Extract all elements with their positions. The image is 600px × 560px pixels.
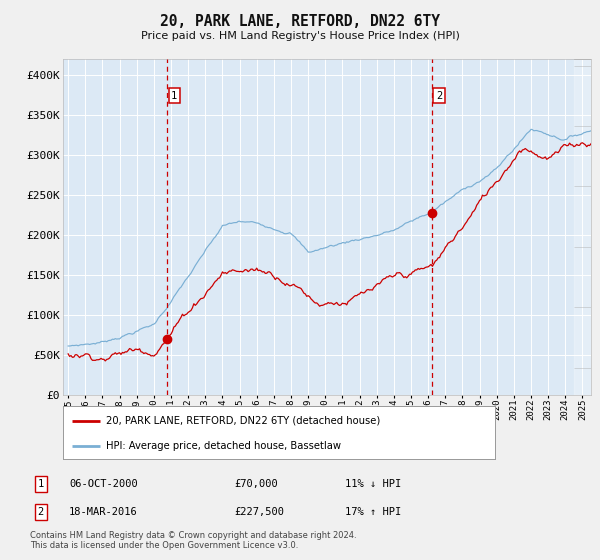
Text: 20, PARK LANE, RETFORD, DN22 6TY (detached house): 20, PARK LANE, RETFORD, DN22 6TY (detach… [106, 416, 380, 426]
Text: HPI: Average price, detached house, Bassetlaw: HPI: Average price, detached house, Bass… [106, 441, 341, 451]
Text: 2: 2 [38, 507, 44, 517]
Text: £70,000: £70,000 [234, 479, 278, 489]
Text: 20, PARK LANE, RETFORD, DN22 6TY: 20, PARK LANE, RETFORD, DN22 6TY [160, 14, 440, 29]
Text: £227,500: £227,500 [234, 507, 284, 517]
Text: 1: 1 [38, 479, 44, 489]
Text: 17% ↑ HPI: 17% ↑ HPI [345, 507, 401, 517]
Text: Price paid vs. HM Land Registry's House Price Index (HPI): Price paid vs. HM Land Registry's House … [140, 31, 460, 41]
Text: 18-MAR-2016: 18-MAR-2016 [69, 507, 138, 517]
Text: 11% ↓ HPI: 11% ↓ HPI [345, 479, 401, 489]
Text: 06-OCT-2000: 06-OCT-2000 [69, 479, 138, 489]
Text: 1: 1 [171, 91, 178, 101]
Text: 2: 2 [436, 91, 442, 101]
Text: Contains HM Land Registry data © Crown copyright and database right 2024.
This d: Contains HM Land Registry data © Crown c… [30, 530, 356, 550]
